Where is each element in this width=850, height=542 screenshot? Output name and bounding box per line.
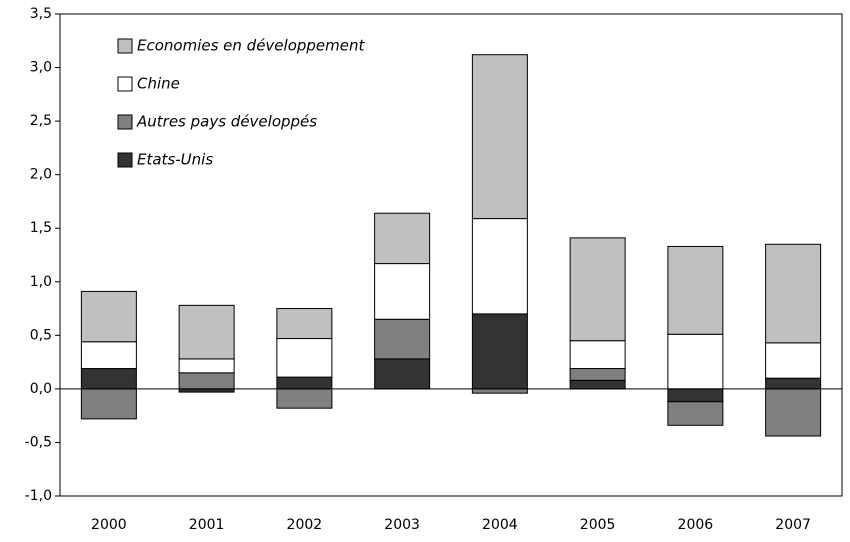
- bar-segment: [765, 243, 822, 344]
- y-tick-label: 2,0: [30, 167, 52, 183]
- x-tick-label: 2002: [287, 517, 323, 533]
- legend-swatch: [117, 38, 133, 54]
- bar-segment: [471, 313, 528, 390]
- x-tick-label: 2004: [482, 517, 518, 533]
- x-tick-label: 2000: [91, 517, 127, 533]
- y-tick-label: 0,5: [30, 327, 52, 343]
- bar-segment: [765, 342, 822, 379]
- y-tick-label: 0,0: [30, 381, 52, 397]
- legend-swatch: [117, 114, 133, 130]
- bar-segment: [569, 368, 626, 381]
- legend-label: Autres pays développés: [136, 113, 317, 131]
- y-tick-label: 1,5: [30, 220, 52, 236]
- y-tick-label: 3,0: [30, 60, 52, 76]
- bar-segment: [178, 372, 235, 390]
- y-tick-label: 2,5: [30, 113, 52, 129]
- legend-swatch: [117, 152, 133, 168]
- bar-segment: [80, 368, 137, 390]
- x-tick-label: 2007: [775, 517, 811, 533]
- bar-segment: [80, 290, 137, 343]
- x-tick-label: 2005: [580, 517, 616, 533]
- bar-segment: [667, 401, 724, 426]
- x-tick-label: 2003: [384, 517, 420, 533]
- bar-segment: [374, 212, 431, 265]
- bar-segment: [569, 379, 626, 390]
- bar-segment: [765, 388, 822, 437]
- bar-segment: [569, 237, 626, 342]
- bar-segment: [374, 318, 431, 360]
- bar-segment: [667, 388, 724, 403]
- y-tick-label: 1,0: [30, 274, 52, 290]
- legend-label: Chine: [137, 75, 180, 93]
- bar-segment: [569, 340, 626, 370]
- bar-segment: [178, 358, 235, 374]
- bar-segment: [80, 341, 137, 370]
- plot-frame: [59, 13, 843, 497]
- x-tick-label: 2001: [189, 517, 225, 533]
- bar-segment: [276, 376, 333, 390]
- bar-segment: [374, 358, 431, 390]
- bar-segment: [178, 304, 235, 360]
- bar-segment: [471, 54, 528, 220]
- bar-segment: [471, 388, 528, 394]
- legend-swatch: [117, 76, 133, 92]
- bar-segment: [276, 308, 333, 340]
- bar-segment: [80, 388, 137, 420]
- bar-segment: [471, 218, 528, 315]
- y-tick-label: 3,5: [30, 6, 52, 22]
- bar-segment: [276, 388, 333, 409]
- y-tick-label: -0,5: [25, 434, 52, 450]
- bar-segment: [765, 377, 822, 390]
- bar-segment: [667, 245, 724, 335]
- x-tick-label: 2006: [678, 517, 714, 533]
- bar-segment: [276, 338, 333, 378]
- y-tick-label: -1,0: [25, 488, 52, 504]
- bar-segment: [374, 263, 431, 320]
- bar-segment: [667, 333, 724, 390]
- legend-label: Etats-Unis: [137, 151, 213, 169]
- legend-label: Economies en développement: [137, 37, 365, 55]
